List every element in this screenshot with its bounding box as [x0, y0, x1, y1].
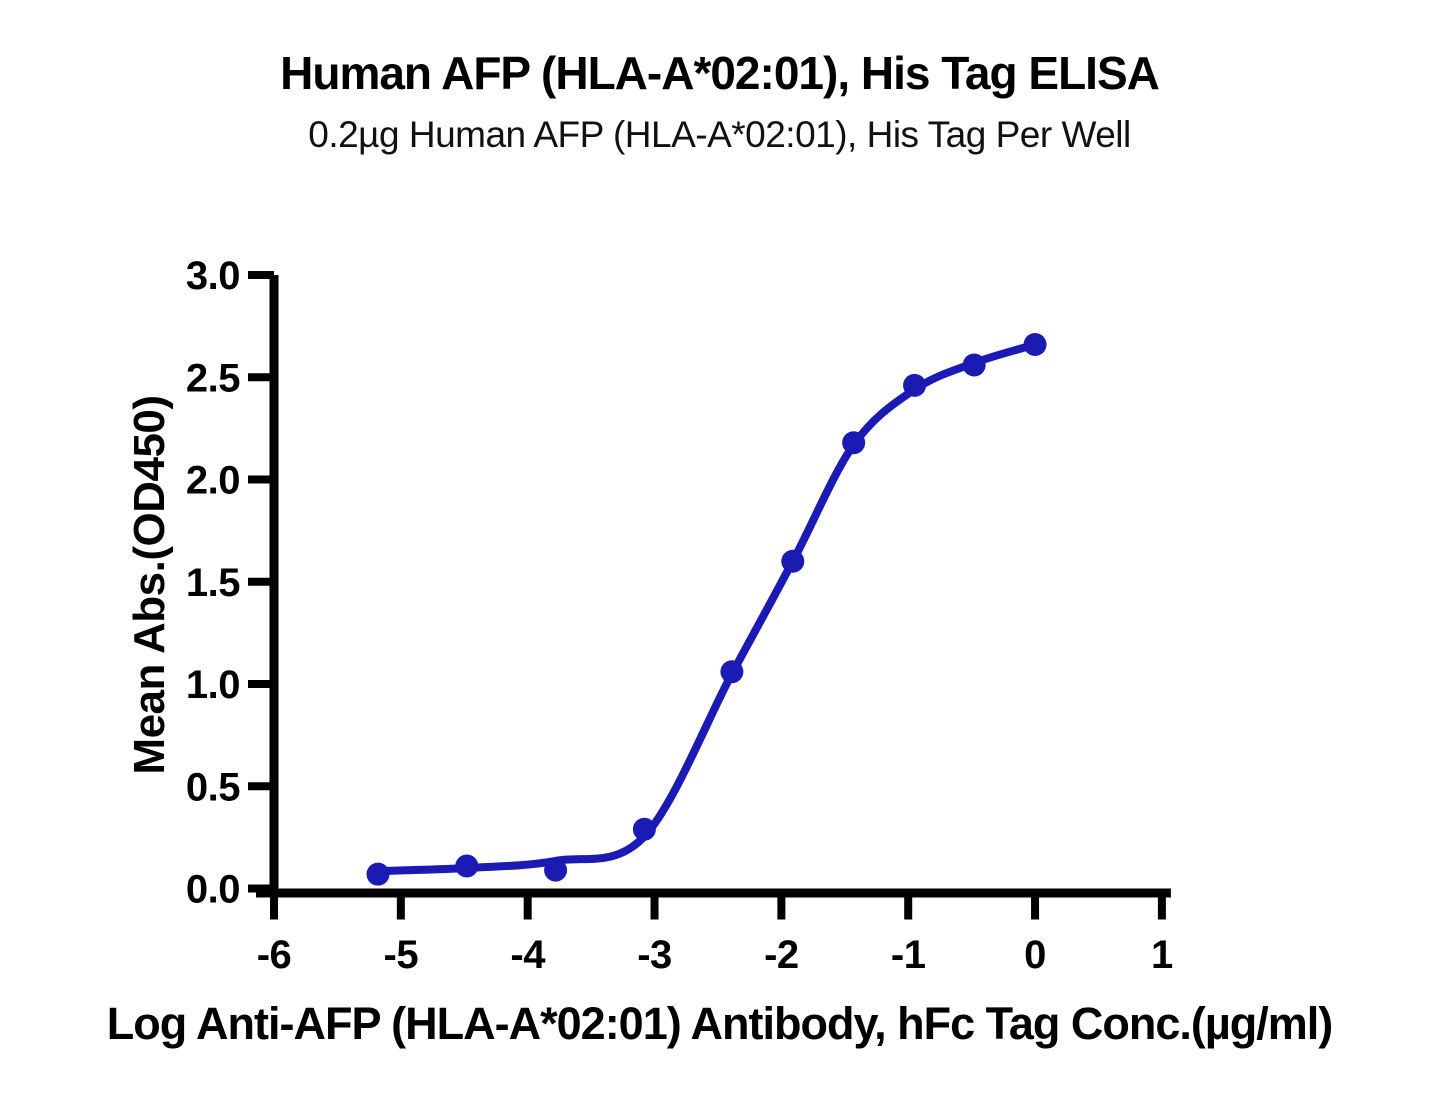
chart-title: Human AFP (HLA-A*02:01), His Tag ELISA	[280, 47, 1160, 99]
fit-curve	[374, 340, 1040, 876]
x-tick-label: -2	[764, 933, 799, 977]
data-point	[455, 854, 479, 878]
y-tick-label: 0.5	[186, 765, 240, 809]
y-tick-label: 3.0	[186, 254, 240, 298]
x-tick-label: -1	[891, 933, 926, 977]
chart-subtitle: 0.2µg Human AFP (HLA-A*02:01), His Tag P…	[308, 114, 1131, 155]
data-point	[720, 660, 744, 684]
y-tick-label: 2.0	[186, 459, 240, 503]
x-tick-label: 1	[1151, 933, 1173, 977]
x-tick-label: -4	[510, 933, 546, 977]
data-point	[366, 862, 390, 886]
data-point	[903, 373, 927, 397]
data-point	[1023, 333, 1047, 357]
data-point	[544, 858, 568, 882]
x-tick-label: -6	[257, 933, 292, 977]
y-tick-label: 1.0	[186, 663, 240, 707]
data-point	[962, 353, 986, 377]
y-tick-label: 2.5	[186, 356, 240, 400]
x-tick-label: 0	[1024, 933, 1046, 977]
data-point	[632, 817, 656, 841]
data-point	[842, 431, 866, 455]
x-tick-label: -5	[384, 933, 419, 977]
x-tick-label: -3	[637, 933, 672, 977]
y-tick-label: 1.5	[186, 561, 240, 605]
data-point	[781, 549, 805, 573]
x-axis-title: Log Anti-AFP (HLA-A*02:01) Antibody, hFc…	[106, 998, 1334, 1049]
y-tick-label: 0.0	[186, 868, 240, 912]
y-axis-title: Mean Abs.(OD450)	[125, 395, 174, 775]
